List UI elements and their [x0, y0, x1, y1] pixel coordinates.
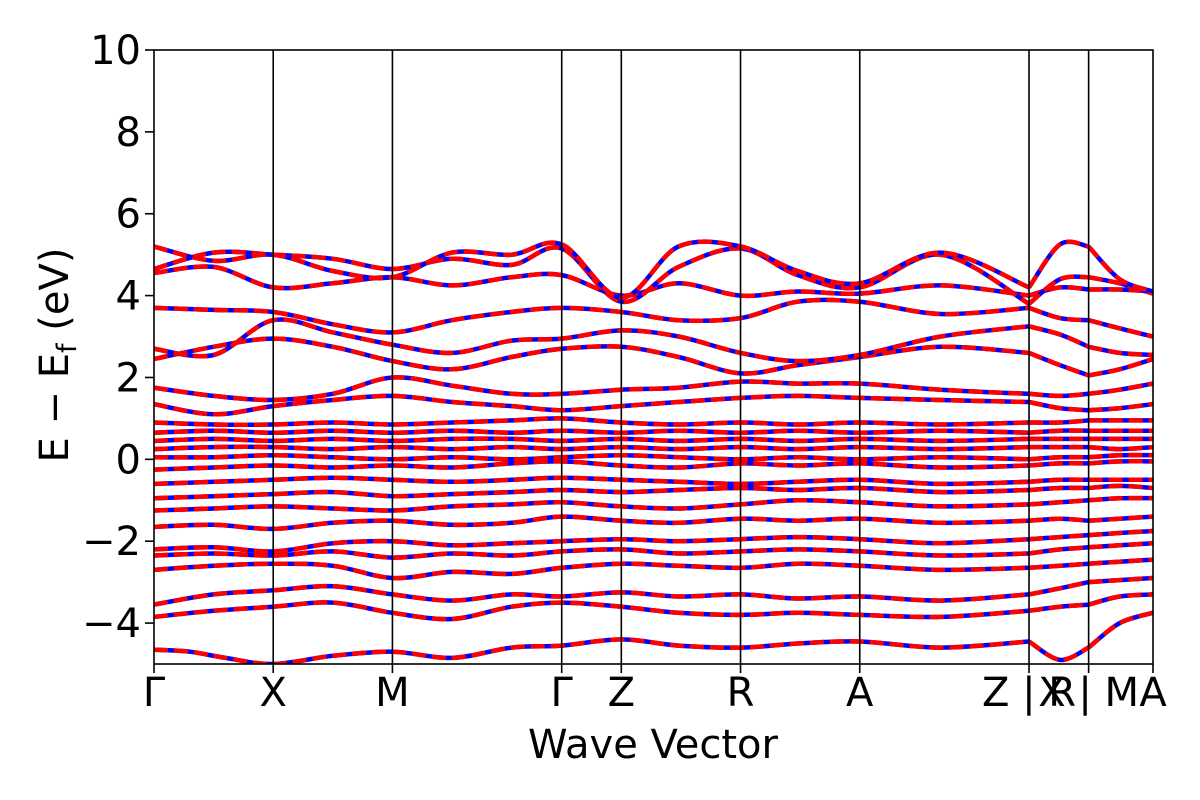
x-axis-title: Wave Vector	[528, 722, 779, 768]
band-line-spin-up	[1088, 356, 1153, 378]
band-line-spin-up	[154, 336, 1030, 376]
band-line-spin-up	[1028, 561, 1089, 571]
band-line-spin-up	[1088, 575, 1153, 585]
band-line-spin-up	[154, 375, 1030, 403]
kpoint-lines	[272, 50, 1090, 664]
x-tick-label: X | M	[1038, 670, 1139, 716]
x-tick-label: R	[727, 670, 755, 716]
band-line-spin-up	[1028, 284, 1089, 298]
band-line-spin-up	[1088, 458, 1153, 466]
x-tick-label: A	[1139, 670, 1167, 716]
band-line-spin-up	[1028, 391, 1089, 399]
band-line-spin-up	[1027, 639, 1090, 663]
y-tick-label: 2	[116, 355, 141, 401]
y-axis-title-unit: (eV)	[32, 248, 78, 344]
band-line-spin-up	[1028, 545, 1089, 556]
x-tick-label: X	[260, 670, 287, 716]
band-line-spin-up	[1088, 495, 1153, 503]
band-line-spin-up	[154, 637, 1030, 664]
y-tick-label: 6	[116, 192, 141, 238]
band-line-spin-up	[154, 239, 1030, 300]
bands-layer	[154, 239, 1153, 664]
band-line-spin-up	[1088, 557, 1153, 566]
y-tick-label: 4	[116, 274, 141, 320]
band-line-spin-up	[1088, 274, 1153, 296]
band-line-spin-up	[1028, 485, 1089, 493]
y-axis-title: E − Ef (eV)	[32, 248, 83, 463]
band-line-spin-down	[154, 375, 1030, 403]
band-line-spin-up	[1086, 244, 1153, 294]
y-tick-label: 10	[90, 28, 141, 74]
band-line-spin-up	[1028, 350, 1090, 378]
band-line-spin-up	[1028, 579, 1090, 597]
x-tick-label: Z	[608, 670, 635, 716]
x-tick-label: Γ	[143, 670, 166, 716]
x-tick-label: Γ	[551, 670, 574, 716]
band-line-spin-up	[1028, 602, 1089, 614]
band-line-spin-up	[154, 264, 1030, 299]
band-line-spin-up	[1088, 452, 1153, 460]
band-line-spin-up	[1028, 454, 1089, 462]
x-tick-label: A	[846, 670, 874, 716]
band-line-spin-up	[1088, 592, 1153, 607]
band-line-spin-up	[1088, 344, 1153, 358]
y-axis-title-main: E − E	[32, 353, 78, 463]
y-axis-title-subscript: f	[52, 342, 83, 353]
plot-frame	[153, 49, 1154, 665]
x-tick-label: Z | R	[982, 670, 1076, 716]
band-line-spin-up	[1088, 381, 1153, 397]
band-line-spin-up	[1028, 305, 1089, 323]
band-line-spin-up	[1027, 274, 1089, 306]
y-tick-label: −2	[82, 519, 141, 565]
band-line-spin-down	[154, 336, 1030, 376]
band-line-spin-up	[1088, 528, 1153, 538]
band-line-spin-up	[1087, 610, 1153, 650]
band-line-spin-up	[1028, 428, 1089, 435]
band-line-spin-up	[1088, 444, 1153, 452]
band-line-spin-up	[1028, 532, 1089, 542]
band-line-spin-up	[1088, 318, 1153, 339]
band-line-spin-up	[1027, 239, 1090, 289]
y-tick-label: 8	[116, 110, 141, 156]
band-line-spin-up	[1088, 401, 1153, 413]
band-line-spin-up	[1028, 477, 1089, 485]
x-tick-label: M	[375, 670, 410, 716]
y-axis: −4 −2 0 2 4 6 8 10	[82, 28, 154, 647]
band-line-spin-up	[1028, 324, 1090, 349]
y-tick-label: 0	[116, 437, 141, 483]
band-line-spin-up	[1088, 483, 1153, 491]
band-line-spin-up	[1028, 498, 1089, 507]
band-line-spin-down	[1087, 610, 1153, 650]
band-line-spin-up	[1088, 514, 1153, 523]
band-line-spin-up	[1028, 399, 1089, 413]
y-tick-label: −4	[82, 601, 141, 647]
band-line-spin-up	[1028, 516, 1089, 523]
band-line-spin-up	[1088, 540, 1153, 550]
band-line-spin-up	[1088, 287, 1153, 294]
band-line-spin-up	[154, 600, 1030, 622]
band-line-spin-down	[154, 297, 1030, 335]
band-line-spin-up	[1028, 418, 1089, 425]
band-line-spin-up	[1028, 461, 1089, 468]
